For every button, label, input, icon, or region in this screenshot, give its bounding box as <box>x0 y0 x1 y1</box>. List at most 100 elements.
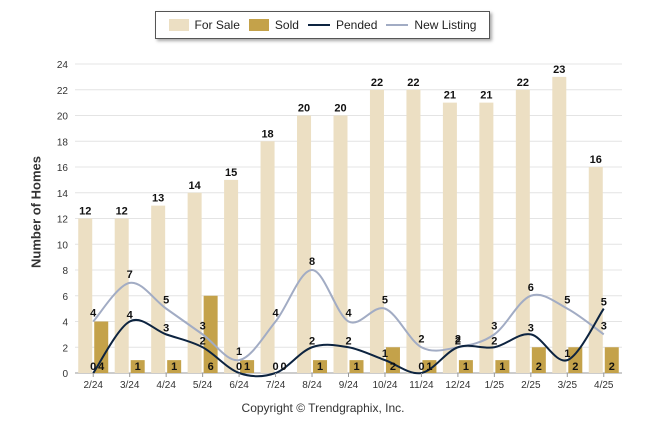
label-sold: 2 <box>536 361 542 373</box>
bar-sold <box>94 321 109 373</box>
label-for-sale: 21 <box>480 90 492 102</box>
legend-item-for-sale: For Sale <box>168 18 240 32</box>
legend: For Sale Sold Pended New Listing <box>155 11 490 39</box>
line-new-listing <box>92 268 605 362</box>
label-pended: 4 <box>127 310 134 322</box>
bar-sold <box>240 360 255 373</box>
bar-sold <box>313 360 328 373</box>
x-tick-label: 10/24 <box>372 380 397 391</box>
x-tick-label: 6/24 <box>229 380 249 391</box>
label-for-sale: 21 <box>444 90 456 102</box>
bar-for-sale <box>114 218 129 373</box>
label-new-listing: 7 <box>127 269 133 281</box>
label-pended: 2 <box>455 335 461 347</box>
y-tick-label: 10 <box>57 240 69 251</box>
legend-item-pended: Pended <box>308 18 377 32</box>
bar-for-sale <box>479 102 494 373</box>
bar-for-sale <box>297 115 312 373</box>
label-for-sale: 18 <box>261 128 273 140</box>
label-for-sale: 20 <box>334 103 346 115</box>
label-sold: 1 <box>353 361 359 373</box>
label-sold: 2 <box>572 361 578 373</box>
y-tick-label: 0 <box>62 369 68 380</box>
bar-for-sale <box>333 115 348 373</box>
label-pended: 3 <box>528 322 534 334</box>
bar-for-sale <box>588 167 603 373</box>
label-for-sale: 13 <box>152 193 164 205</box>
line-pended <box>92 308 605 378</box>
label-pended: 2 <box>200 335 206 347</box>
label-new-listing: 4 <box>273 308 280 320</box>
x-tick-label: 7/24 <box>266 380 286 391</box>
label-sold: 2 <box>390 361 396 373</box>
legend-line-pended <box>308 24 330 26</box>
label-for-sale: 22 <box>517 77 529 89</box>
y-tick-label: 20 <box>57 112 69 123</box>
label-for-sale: 20 <box>298 103 310 115</box>
label-pended: 2 <box>491 335 497 347</box>
label-new-listing: 2 <box>418 333 424 345</box>
label-new-listing: 3 <box>601 320 607 332</box>
legend-swatch-for-sale <box>168 19 189 31</box>
y-tick-label: 24 <box>57 60 69 71</box>
bar-for-sale <box>552 76 567 373</box>
x-tick-label: 11/24 <box>409 380 434 391</box>
y-tick-label: 8 <box>62 266 68 277</box>
label-sold: 0 <box>281 361 287 373</box>
copyright-footer: Copyright © Trendgraphix, Inc. <box>241 401 405 415</box>
label-new-listing: 5 <box>163 295 169 307</box>
y-tick-label: 2 <box>62 343 68 354</box>
y-tick-label: 22 <box>57 86 69 97</box>
x-tick-label: 1/25 <box>485 380 505 391</box>
x-tick-label: 3/24 <box>120 380 140 391</box>
label-for-sale: 22 <box>371 77 383 89</box>
label-new-listing: 4 <box>90 308 97 320</box>
x-tick-label: 9/24 <box>339 380 359 391</box>
bar-for-sale <box>515 89 530 373</box>
bar-sold <box>167 360 182 373</box>
y-tick-label: 14 <box>57 189 69 200</box>
y-tick-label: 16 <box>57 163 69 174</box>
label-pended: 2 <box>309 335 315 347</box>
label-for-sale: 12 <box>79 206 91 218</box>
label-pended: 2 <box>345 335 351 347</box>
legend-label-for-sale: For Sale <box>194 18 240 32</box>
label-new-listing: 1 <box>236 346 242 358</box>
bar-for-sale <box>369 89 384 373</box>
legend-label-new-listing: New Listing <box>414 18 477 32</box>
label-sold: 1 <box>499 361 505 373</box>
label-new-listing: 3 <box>491 320 497 332</box>
label-for-sale: 15 <box>225 167 237 179</box>
label-pended: 5 <box>601 297 607 309</box>
label-new-listing: 2 <box>455 333 461 345</box>
bar-sold <box>422 360 437 373</box>
label-sold: 1 <box>171 361 177 373</box>
label-new-listing: 5 <box>382 295 388 307</box>
label-sold: 2 <box>609 361 615 373</box>
y-tick-label: 12 <box>57 215 69 226</box>
bar-for-sale <box>224 179 239 373</box>
x-tick-label: 2/25 <box>521 380 541 391</box>
bar-for-sale <box>406 89 421 373</box>
bar-for-sale <box>187 192 202 373</box>
label-for-sale: 14 <box>189 180 202 192</box>
legend-label-sold: Sold <box>274 18 299 32</box>
legend-item-sold: Sold <box>248 18 299 32</box>
label-pended: 0 <box>273 361 279 373</box>
label-sold: 1 <box>426 361 432 373</box>
label-sold: 1 <box>317 361 323 373</box>
label-for-sale: 12 <box>116 206 128 218</box>
label-for-sale: 22 <box>407 77 419 89</box>
y-tick-label: 6 <box>62 292 68 303</box>
label-pended: 1 <box>564 348 570 360</box>
label-pended: 0 <box>90 361 96 373</box>
label-new-listing: 8 <box>309 256 315 268</box>
x-tick-label: 4/25 <box>594 380 614 391</box>
y-tick-label: 18 <box>57 137 69 148</box>
bar-sold <box>568 347 583 373</box>
x-tick-label: 12/24 <box>445 380 470 391</box>
label-new-listing: 3 <box>200 320 206 332</box>
label-sold: 1 <box>463 361 469 373</box>
bar-sold <box>495 360 510 373</box>
label-new-listing: 4 <box>345 308 352 320</box>
